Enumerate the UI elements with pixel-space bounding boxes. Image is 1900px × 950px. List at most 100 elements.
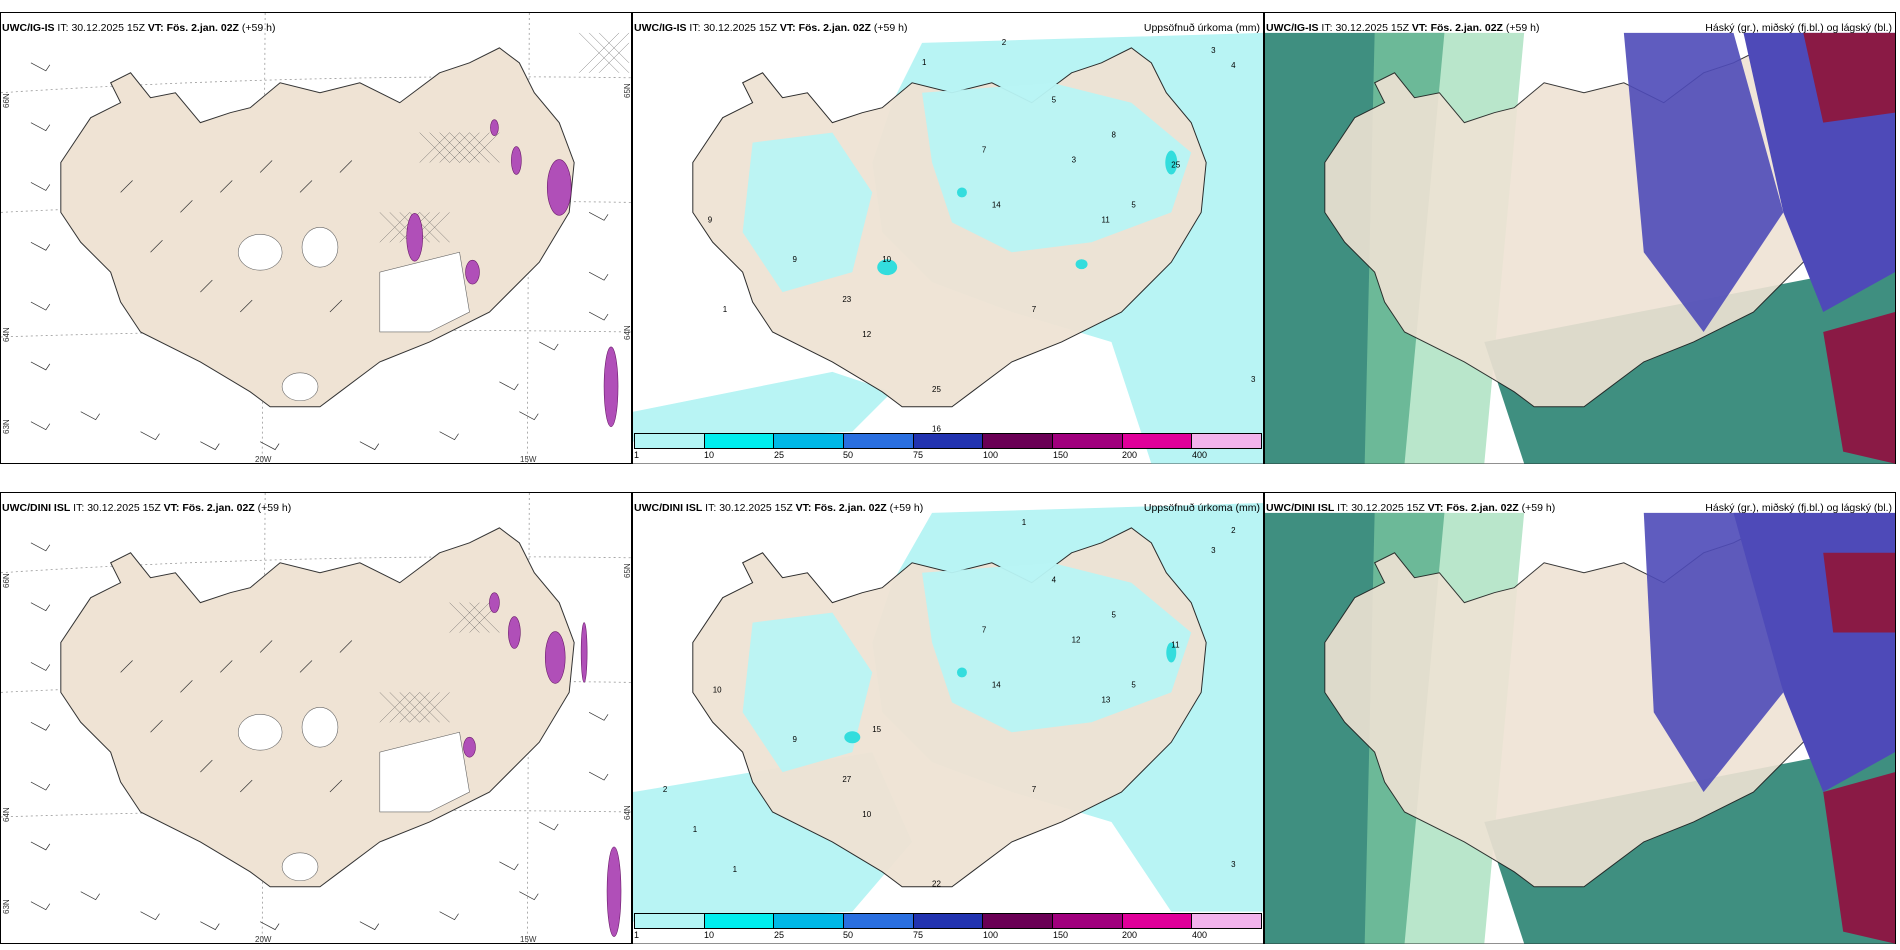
colorbar-tick: 200 [1122,930,1138,940]
cloud-title: Háský (gr.), miðský (fj.bl.) og lágský (… [1705,22,1892,34]
cloud-map-top [1265,13,1895,464]
precip-panel-header-bottom: UWC/DINI ISL IT: 30.12.2025 15Z VT: Fös.… [634,502,923,514]
precip-colorbar-labels-bottom: 1 10 25 50 75 100 150 200 400 [634,930,1262,942]
wind-panel-header-bottom: UWC/DINI ISL IT: 30.12.2025 15Z VT: Fös.… [2,502,291,514]
wind-map-bottom [0,492,631,944]
colorbar-segment [1122,434,1193,448]
svg-text:5: 5 [1111,611,1116,620]
colorbar-segment [913,434,984,448]
precip-title: Uppsöfnuð úrkoma (mm) [1143,22,1260,34]
precip-colorbar-top [634,433,1262,449]
colorbar-segment [635,434,705,448]
colorbar-tick: 75 [913,930,924,940]
colorbar-tick: 400 [1192,930,1208,940]
it-label: IT: [73,502,85,514]
svg-text:9: 9 [708,215,713,224]
svg-text:7: 7 [982,146,987,155]
lat-label: 66N [2,93,11,108]
colorbar-segment [913,914,984,928]
colorbar-tick: 25 [774,450,785,460]
lon-label: 20W [255,455,272,464]
svg-text:13: 13 [1102,695,1111,704]
svg-text:23: 23 [842,295,851,304]
vt-label: VT: [779,22,796,34]
vt-value: Fös. 2.jan. 02Z [814,502,887,514]
colorbar-segment [844,434,914,448]
svg-text:3: 3 [1211,546,1216,555]
svg-text:2: 2 [1002,38,1007,47]
wind-map-panel-top [0,12,632,464]
svg-text:7: 7 [1032,785,1037,794]
svg-text:1: 1 [1022,518,1027,527]
precip-point-values: 2 1 3 4 5 3 8 7 14 11 10 23 12 16 25 5 7… [708,38,1256,434]
cloud-title: Háský (gr.), miðský (fj.bl.) og lágský (… [1705,502,1892,514]
precip-map-bottom: 1 2 3 4 5 12 7 14 13 15 27 10 22 11 5 7 … [633,493,1263,944]
lat-label: 63N [2,899,11,914]
model-name: UWC/IG-IS [634,22,687,34]
colorbar-tick: 50 [843,930,854,940]
colorbar-tick: 50 [843,450,854,460]
lat-label: 65N [623,83,632,98]
precip-map-panel-top: 2 1 3 4 5 3 8 7 14 11 10 23 12 16 25 5 7… [632,12,1264,464]
svg-text:5: 5 [1131,680,1136,689]
lon-label: 15W [520,935,537,944]
colorbar-tick: 10 [704,450,715,460]
cloud-map-panel-top [1264,12,1896,464]
svg-text:5: 5 [1052,96,1057,105]
vt-value: Fös. 2.jan. 02Z [798,22,871,34]
precip-colorbar-bottom [634,913,1262,929]
colorbar-segment [1053,434,1123,448]
vt-value: Fös. 2.jan. 02Z [1446,502,1519,514]
cloud-map-panel-bottom [1264,492,1896,944]
colorbar-tick: 150 [1053,930,1069,940]
svg-text:2: 2 [663,785,668,794]
vt-label: VT: [795,502,812,514]
svg-text:14: 14 [992,200,1001,209]
vt-value: Fös. 2.jan. 02Z [166,22,239,34]
svg-text:2: 2 [1231,526,1236,535]
colorbar-segment [1192,914,1262,928]
it-value: 30.12.2025 15Z [87,502,161,514]
colorbar-tick: 1 [634,450,640,460]
colorbar-tick: 200 [1122,450,1138,460]
svg-text:16: 16 [932,425,941,434]
lead-time: (+59 h) [889,502,924,514]
vt-label: VT: [147,22,164,34]
wind-map-top [0,12,631,464]
it-value: 30.12.2025 15Z [1351,502,1425,514]
svg-text:12: 12 [1072,636,1081,645]
it-value: 30.12.2025 15Z [719,502,793,514]
svg-text:5: 5 [1131,200,1136,209]
svg-text:3: 3 [1072,156,1077,165]
lead-time: (+59 h) [1521,502,1556,514]
wind-map-panel-bottom [0,492,632,944]
colorbar-tick: 100 [983,450,999,460]
colorbar-tick: 10 [704,930,715,940]
colorbar-segment [1053,914,1123,928]
vt-value: Fös. 2.jan. 02Z [182,502,255,514]
svg-text:12: 12 [862,330,871,339]
vt-label: VT: [163,502,180,514]
it-value: 30.12.2025 15Z [703,22,777,34]
vt-label: VT: [1411,22,1428,34]
colorbar-segment [704,914,775,928]
svg-text:4: 4 [1052,576,1057,585]
lon-label: 15W [520,455,537,464]
precip-map-panel-bottom: 1 2 3 4 5 12 7 14 13 15 27 10 22 11 5 7 … [632,492,1264,944]
vt-value: Fös. 2.jan. 02Z [1430,22,1503,34]
precip-title: Uppsöfnuð úrkoma (mm) [1143,502,1260,514]
svg-text:3: 3 [1211,46,1216,55]
colorbar-tick: 400 [1192,450,1208,460]
lat-label: 63N [2,419,11,434]
precip-map-top: 2 1 3 4 5 3 8 7 14 11 10 23 12 16 25 5 7… [633,13,1263,464]
it-label: IT: [57,22,69,34]
svg-text:3: 3 [1231,860,1236,869]
lat-label: 65N [623,563,632,578]
cloud-map-bottom [1265,493,1895,944]
svg-text:3: 3 [1251,375,1256,384]
colorbar-segment [774,434,845,448]
lead-time: (+59 h) [1505,22,1540,34]
colorbar-segment [635,914,705,928]
svg-text:15: 15 [872,725,881,734]
svg-text:4: 4 [1231,61,1236,70]
